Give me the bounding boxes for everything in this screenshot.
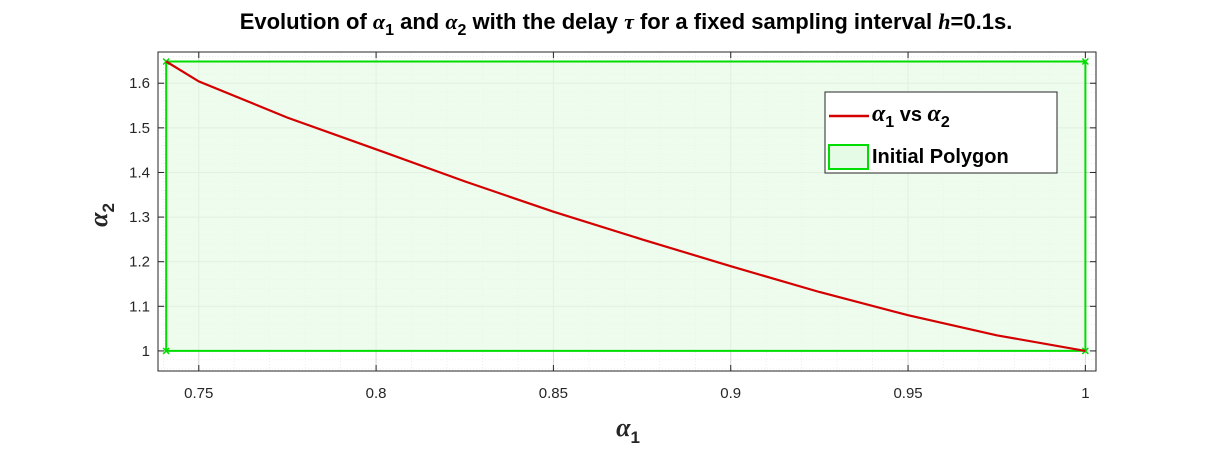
polygon-vertex-marker: [1081, 57, 1089, 66]
x-tick-label: 0.8: [366, 385, 387, 402]
y-tick-label: 1.1: [129, 298, 150, 315]
x-tick-label: 1: [1081, 385, 1089, 402]
y-tick-label: 1.5: [129, 120, 150, 137]
y-tick-label: 1: [142, 343, 150, 360]
x-tick-label: 0.95: [893, 385, 922, 402]
x-axis-label: α1: [616, 413, 640, 447]
y-tick-label: 1.4: [129, 164, 150, 181]
x-tick-label: 0.9: [720, 385, 741, 402]
y-tick-label: 1.3: [129, 209, 150, 226]
legend: α1 vs α2 Initial Polygon: [824, 91, 1058, 174]
y-tick-label: 1.6: [129, 75, 150, 92]
axes-box: [157, 51, 1097, 372]
x-tick-label: 0.75: [184, 385, 213, 402]
legend-polygon-swatch: [828, 144, 869, 170]
chart-title: Evolution of α1 and α2 with the delay τ …: [240, 9, 1013, 39]
series-line-alpha1-vs-alpha2: [165, 60, 1086, 352]
legend-entry-series: α1 vs α2: [872, 101, 950, 131]
y-axis-label: α2: [84, 203, 118, 227]
legend-entry-polygon: Initial Polygon: [872, 146, 1009, 168]
polygon-vertex-marker: [162, 347, 170, 355]
x-tick-label: 0.85: [539, 385, 568, 402]
y-tick-label: 1.2: [129, 254, 150, 271]
